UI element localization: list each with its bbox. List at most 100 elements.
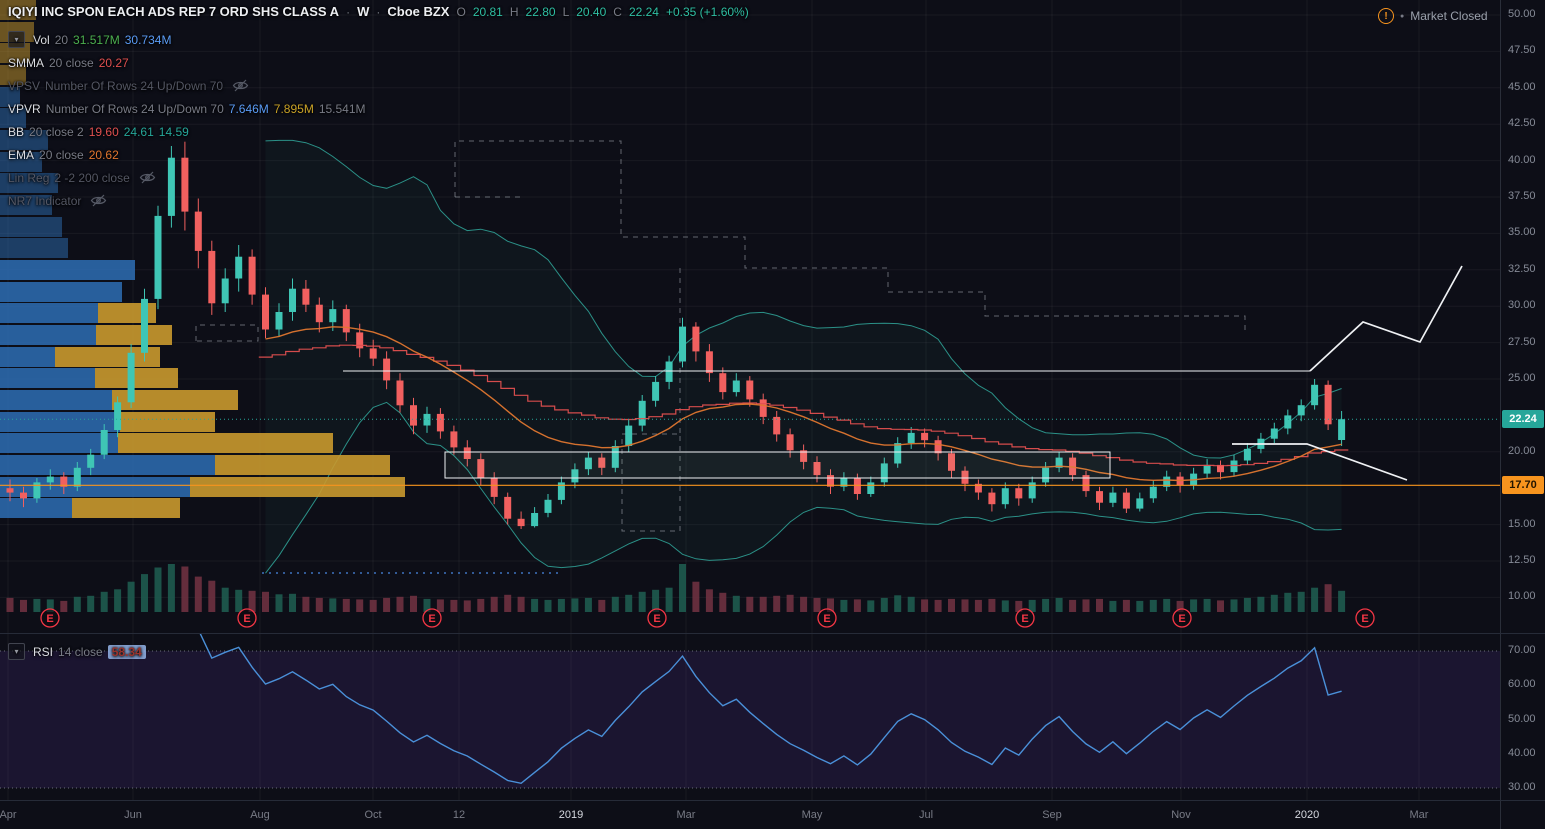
indicator-params: 20 close [49,55,94,70]
eye-off-icon[interactable] [90,194,107,207]
legend-row-smma[interactable]: SMMA 20 close 20.27 [8,51,749,74]
low-value: 20.40 [576,5,607,19]
svg-text:E: E [653,613,660,625]
legend-row-bb[interactable]: BB 20 close 2 19.60 24.61 14.59 [8,120,749,143]
legend-row-vpvr[interactable]: VPVR Number Of Rows 24 Up/Down 70 7.646M… [8,97,749,120]
chevron-down-icon[interactable]: ▾ [8,31,25,48]
market-status-label: Market Closed [1410,9,1488,23]
earnings-marker[interactable]: E [817,608,837,628]
svg-text:E: E [243,613,250,625]
indicator-params: 20 close 2 [29,124,84,139]
earnings-marker[interactable]: E [1172,608,1192,628]
drawings-layer [343,265,1463,481]
pane-separator[interactable] [0,633,1545,634]
indicator-name[interactable]: NR7 Indicator [8,193,82,208]
indicator-name[interactable]: BB [8,124,25,139]
high-label: H [509,5,519,19]
exchange-label: Cboe BZX [387,4,450,19]
indicator-value: 20.27 [98,55,129,70]
indicator-value: 14.59 [158,124,189,139]
earnings-marker[interactable]: E [1015,608,1035,628]
time-axis-label: 2020 [1294,809,1320,821]
svg-text:E: E [1361,613,1368,625]
open-value: 20.81 [472,5,503,19]
indicator-params: Number Of Rows 24 Up/Down 70 [45,101,224,116]
price-level-label: 17.70 [1502,476,1544,495]
volume-profile-layer [0,0,405,518]
price-tick-label: 45.00 [1508,80,1536,93]
eye-off-icon[interactable] [139,171,156,184]
market-status[interactable]: ! ● Market Closed [1378,8,1488,24]
earnings-marker[interactable]: E [1355,608,1375,628]
indicator-params: 20 [54,32,69,47]
title-separator: · [346,5,351,19]
volume-bars-layer [6,564,1346,612]
price-lines-layer [0,418,1500,486]
rsi-grid-layer [0,634,1500,800]
indicator-value: 19.60 [88,124,119,139]
price-tick-label: 12.50 [1508,554,1536,566]
price-tick-label: 37.50 [1508,190,1536,202]
svg-text:E: E [46,613,53,625]
rsi-tick-label: 40.00 [1508,746,1536,759]
earnings-marker[interactable]: E [40,608,60,628]
main-legend: IQIYI INC SPON EACH ADS REP 7 ORD SHS CL… [8,4,749,212]
pane-separator[interactable] [0,800,1545,801]
time-axis-label: Jun [124,809,142,821]
symbol-title[interactable]: IQIYI INC SPON EACH ADS REP 7 ORD SHS CL… [8,4,340,19]
candles-layer [6,141,1346,529]
earnings-marker[interactable]: E [422,608,442,628]
time-axis-label: Mar [1409,809,1429,821]
chevron-down-icon[interactable]: ▾ [8,643,25,660]
price-tick-label: 50.00 [1508,8,1536,20]
rsi-pane-chart[interactable] [0,634,1500,800]
time-axis-label: May [801,809,823,821]
time-axis-label: Aug [250,809,270,821]
time-axis-label: Mar [676,809,696,821]
interval-label[interactable]: W [357,4,370,19]
indicator-value: 58.34 [107,644,146,659]
legend-row-vpsv[interactable]: VPSV Number Of Rows 24 Up/Down 70 [8,74,749,97]
legend-row-nr7[interactable]: NR7 Indicator [8,189,749,212]
change-value: +0.35 (+1.60%) [665,5,749,19]
indicator-name[interactable]: SMMA [8,55,44,70]
indicator-name[interactable]: Lin Reg [8,170,50,185]
time-axis[interactable]: Apr Jun Aug Oct 12 2019 Mar May Jul Sep Nov 2020 Mar [0,801,1500,829]
rsi-tick-label: 70.00 [1508,644,1536,656]
indicator-params: 14 close [58,644,103,659]
indicator-params: Number Of Rows 24 Up/Down 70 [45,78,224,93]
earnings-marker[interactable]: E [237,608,257,628]
time-axis-label: Jul [918,809,934,821]
indicator-name[interactable]: EMA [8,147,35,162]
warning-icon: ! [1378,8,1394,24]
time-axis-label: Sep [1042,809,1062,821]
price-axis[interactable]: 50.00 47.50 45.00 42.50 40.00 37.50 35.00 32.50… [1500,0,1545,829]
high-value: 22.80 [525,5,556,19]
svg-text:E: E [1178,613,1185,625]
indicator-name[interactable]: Vol [33,32,50,47]
indicator-value: 31.517M [73,32,120,47]
indicator-name[interactable]: RSI [33,644,54,659]
eye-off-icon[interactable] [232,79,249,92]
svg-text:E: E [1021,613,1028,625]
title-separator: · [376,5,381,19]
legend-row-rsi[interactable]: ▾ RSI 14 close 58.34 [8,640,146,663]
svg-text:E: E [823,613,830,625]
earnings-marker[interactable]: E [647,608,667,628]
indicator-value: 30.734M [124,32,172,47]
indicator-name[interactable]: VPSV [8,78,41,93]
time-axis-label: Oct [364,809,382,821]
rsi-legend: ▾ RSI 14 close 58.34 [8,640,146,663]
legend-row-ema[interactable]: EMA 20 close 20.62 [8,143,749,166]
time-axis-label: 12 [452,809,466,821]
legend-row-volume[interactable]: ▾ Vol 20 31.517M 30.734M [8,28,749,51]
indicator-name[interactable]: VPVR [8,101,41,116]
time-axis-label: Apr [0,809,17,821]
symbol-title-row[interactable]: IQIYI INC SPON EACH ADS REP 7 ORD SHS CL… [8,4,749,28]
price-tick-label: 20.00 [1508,444,1536,457]
indicator-params: 2 -2 200 close [54,170,130,185]
legend-row-linreg[interactable]: Lin Reg 2 -2 200 close [8,166,749,189]
price-tick-label: 47.50 [1508,44,1536,57]
